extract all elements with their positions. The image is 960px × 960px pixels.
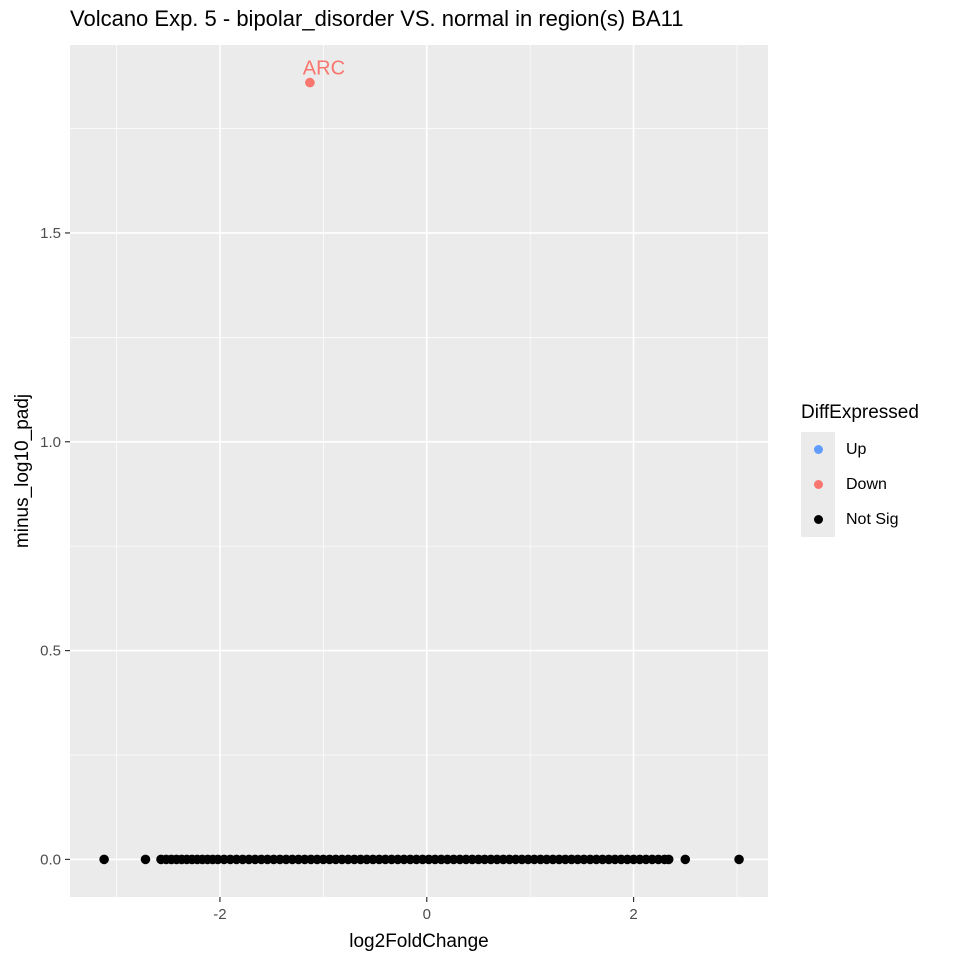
y-tick-label: 0.5 [40,643,61,660]
x-tick-label: -2 [213,906,226,923]
plot-panel [70,45,768,897]
legend-entry-down: Down [801,467,919,502]
chart-title: Volcano Exp. 5 - bipolar_disorder VS. no… [70,6,684,31]
x-tick-label: 2 [629,906,637,923]
legend-dot-up [813,445,823,454]
point-not-sig [680,854,691,865]
x-tick-label: 0 [423,906,431,923]
legend-entry-up: Up [801,432,919,467]
point-down [305,77,315,88]
legend-key-up [801,432,835,467]
y-tick-label: 0.0 [40,851,61,868]
legend-key-not-sig [801,502,835,537]
legend-key-down [801,467,835,502]
x-axis-title: log2FoldChange [349,931,488,952]
legend-keys: Up Down Not Sig [801,432,919,537]
legend-entry-not-sig: Not Sig [801,502,919,537]
point-not-sig [140,854,151,865]
y-tick-label: 1.0 [40,434,61,451]
point-not-sig [99,854,109,865]
point-label: ARC [303,58,345,80]
y-tick-label: 1.5 [40,225,61,242]
point-not-sig [663,854,674,865]
point-not-sig [734,854,744,865]
legend-title: DiffExpressed [801,402,919,423]
legend: DiffExpressed Up Down Not Sig [801,402,919,537]
y-axis-title: minus_log10_padj [12,394,33,548]
legend-label-not-sig: Not Sig [846,510,899,528]
legend-dot-down [813,480,823,489]
legend-dot-not-sig [813,515,823,524]
legend-label-down: Down [846,475,887,493]
legend-label-up: Up [846,440,867,458]
